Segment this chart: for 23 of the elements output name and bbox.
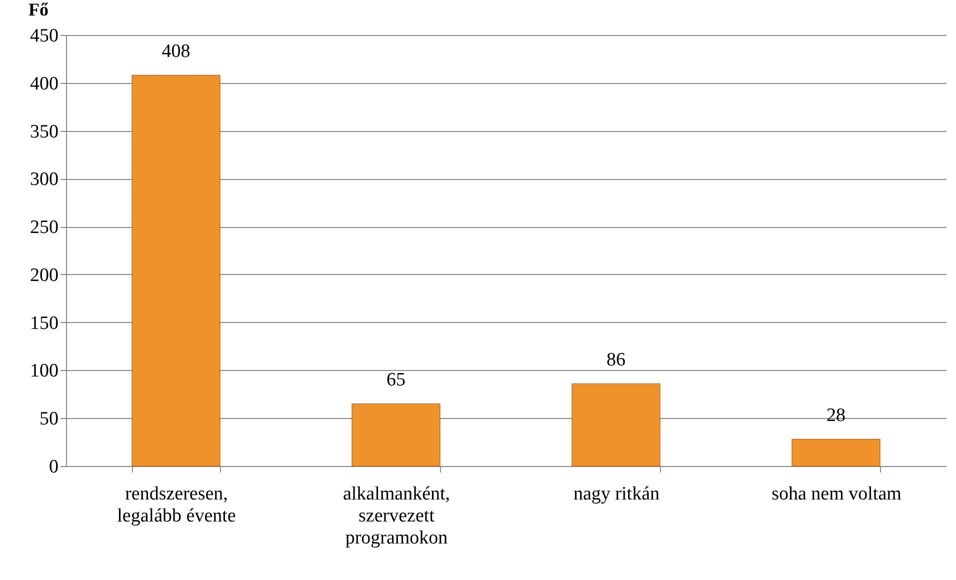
y-tick-label: 200 [30, 264, 58, 286]
y-tick-label: 250 [30, 217, 58, 238]
bar [352, 403, 440, 466]
y-axis-title: Fő [28, 0, 48, 20]
y-tick-label: 450 [30, 26, 58, 46]
bar [572, 383, 660, 466]
bar [132, 74, 220, 466]
y-tick-label: 150 [30, 312, 58, 334]
data-label: 28 [826, 405, 846, 426]
y-tick-label: 350 [30, 121, 58, 142]
y-tick-label: 400 [30, 73, 58, 94]
data-label: 408 [162, 41, 190, 62]
bar [792, 438, 880, 466]
x-tick-label: nagy ritkán [573, 484, 660, 504]
data-label: 86 [606, 350, 626, 371]
y-tick-label: 300 [30, 169, 58, 190]
x-tick-label: alkalmanként, szervezett programokon [342, 484, 450, 548]
y-tick-label: 50 [40, 408, 58, 430]
x-tick-label: rendszeresen, legalább évente [117, 484, 236, 526]
data-label: 65 [386, 370, 406, 391]
x-tick-label: soha nem voltam [772, 484, 902, 504]
y-tick-label: 0 [49, 456, 58, 478]
y-tick-label: 100 [30, 360, 58, 382]
